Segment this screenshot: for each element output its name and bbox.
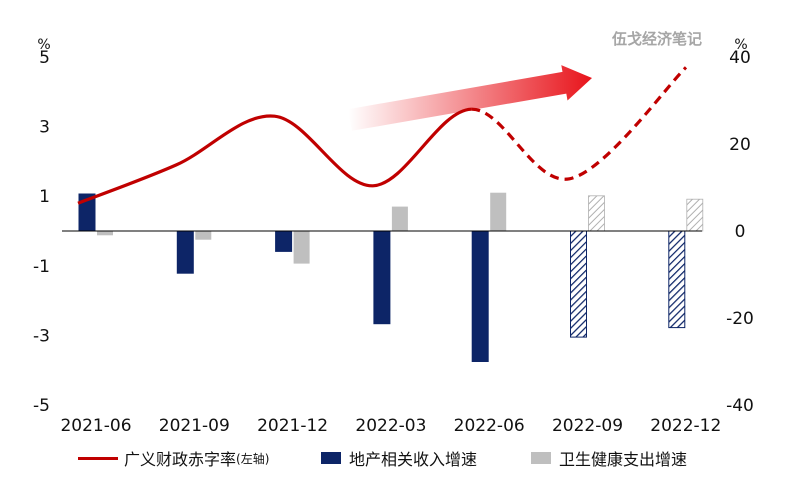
x-tick-label: 2021-06 (60, 416, 131, 436)
bar-health-spending (97, 231, 113, 236)
legend-label-left-axis: (左轴) (236, 451, 270, 466)
x-tick-label: 2022-09 (552, 416, 623, 436)
trend-arrow (348, 65, 592, 131)
watermark: 伍戈经济笔记 (612, 30, 703, 48)
bar-health-spending (686, 198, 704, 232)
bar-property-income (668, 230, 686, 329)
right-axis-unit: % (734, 37, 747, 53)
legend-label-property-income: 地产相关收入增速 (349, 450, 478, 469)
deficit-line-solid (77, 107, 472, 205)
right-tick-label: -20 (726, 309, 754, 329)
legend-item-property-income: 地产相关收入增速 (321, 438, 477, 478)
bar-health-spending (490, 192, 507, 231)
left-tick-label: 3 (39, 118, 50, 138)
legend-label-health-spending: 卫生健康支出增速 (559, 450, 688, 469)
bar-property-income (275, 230, 293, 252)
bar-property-income (471, 230, 489, 362)
left-tick-label: 5 (39, 48, 50, 68)
right-tick-label: 20 (729, 135, 751, 155)
left-axis-unit: % (37, 37, 50, 53)
trend-arrow-shape (348, 65, 592, 131)
bar-health-spending (391, 206, 408, 231)
left-tick-label: 1 (39, 187, 50, 207)
x-tick-label: 2021-12 (257, 416, 328, 436)
right-tick-label: -40 (726, 396, 754, 416)
x-tick-label: 2022-12 (650, 416, 721, 436)
bar-health-spending (588, 195, 605, 232)
bar-property-income (570, 230, 587, 338)
legend-swatch-navy (321, 452, 341, 464)
legend: 广义财政赤字率 (左轴) 地产相关收入增速 卫生健康支出增速 (0, 438, 800, 478)
x-tick-label: 2021-09 (159, 416, 230, 436)
bar-property-income (176, 230, 194, 274)
x-tick-label: 2022-06 (454, 416, 525, 436)
deficit-line-forecast (471, 66, 688, 181)
legend-swatch-gray (531, 452, 551, 464)
right-tick-label: 0 (735, 222, 746, 242)
left-tick-label: -1 (33, 257, 50, 277)
bar-health-spending (293, 231, 310, 264)
legend-label-deficit: 广义财政赤字率 (124, 450, 237, 469)
legend-item-health-spending: 卫生健康支出增速 (531, 438, 687, 478)
bar-health-spending (195, 231, 212, 240)
left-tick-label: -5 (33, 396, 50, 416)
legend-item-deficit: 广义财政赤字率 (左轴) (78, 438, 269, 478)
right-tick-label: 40 (729, 48, 751, 68)
x-tick-label: 2022-03 (355, 416, 426, 436)
left-tick-label: -3 (33, 326, 50, 346)
legend-swatch-line (78, 456, 118, 460)
bar-property-income (373, 230, 391, 325)
